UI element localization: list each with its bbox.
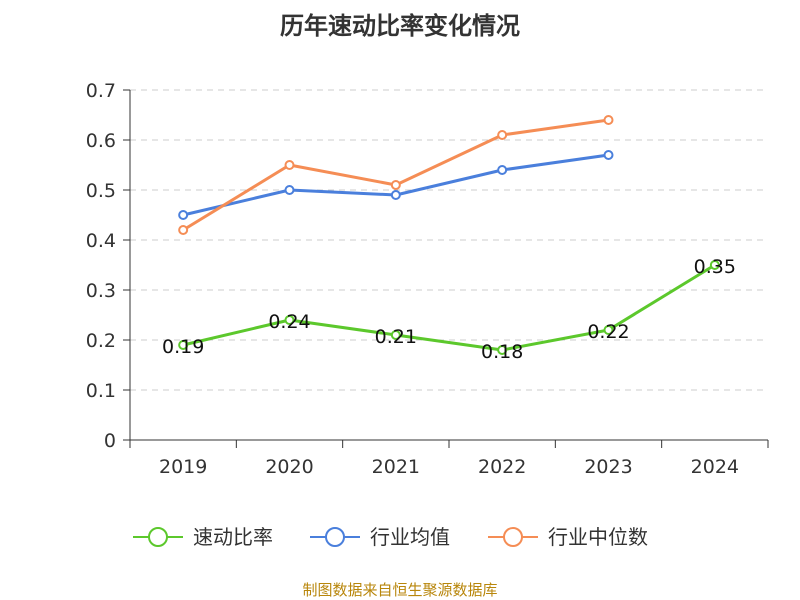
data-point <box>284 160 295 170</box>
y-tick-label: 0.6 <box>86 130 116 152</box>
legend-marker <box>325 527 345 547</box>
data-point <box>497 345 508 355</box>
data-point <box>284 185 295 195</box>
data-point <box>284 315 295 325</box>
x-tick-label: 2023 <box>584 456 632 478</box>
data-label: 0.22 <box>587 321 629 343</box>
legend-label: 行业中位数 <box>548 525 648 549</box>
data-point <box>709 260 720 270</box>
data-label: 0.21 <box>375 326 417 348</box>
data-label: 0.24 <box>268 311 310 333</box>
legend-marker <box>148 527 168 547</box>
legend-marker <box>503 527 523 547</box>
y-tick-label: 0.3 <box>86 280 116 302</box>
y-tick-label: 0.4 <box>86 230 116 252</box>
data-point <box>603 115 614 125</box>
data-point <box>178 210 189 220</box>
x-tick-label: 2021 <box>372 456 420 478</box>
data-point <box>390 190 401 200</box>
data-point <box>603 150 614 160</box>
data-point <box>178 340 189 350</box>
y-tick-label: 0.7 <box>86 80 116 102</box>
legend-label: 行业均值 <box>370 525 450 549</box>
y-tick-label: 0.5 <box>86 180 116 202</box>
x-tick-label: 2022 <box>478 456 526 478</box>
y-tick-label: 0 <box>104 430 116 452</box>
series-line <box>182 263 716 352</box>
x-tick-label: 2024 <box>691 456 739 478</box>
data-point <box>497 165 508 175</box>
data-point <box>603 325 614 335</box>
y-tick-label: 0.1 <box>86 380 116 402</box>
x-tick-label: 2020 <box>265 456 313 478</box>
chart-title: 历年速动比率变化情况 <box>280 12 520 40</box>
y-tick-label: 0.2 <box>86 330 116 352</box>
series-line <box>182 118 609 232</box>
data-point <box>497 130 508 140</box>
data-point <box>178 225 189 235</box>
data-point <box>390 180 401 190</box>
data-label: 0.19 <box>162 336 204 358</box>
x-tick-label: 2019 <box>159 456 207 478</box>
data-point <box>390 330 401 340</box>
source-note: 制图数据来自恒生聚源数据库 <box>302 581 498 599</box>
legend-label: 速动比率 <box>193 525 273 549</box>
data-label: 0.18 <box>481 341 523 363</box>
data-label: 0.35 <box>694 256 736 278</box>
